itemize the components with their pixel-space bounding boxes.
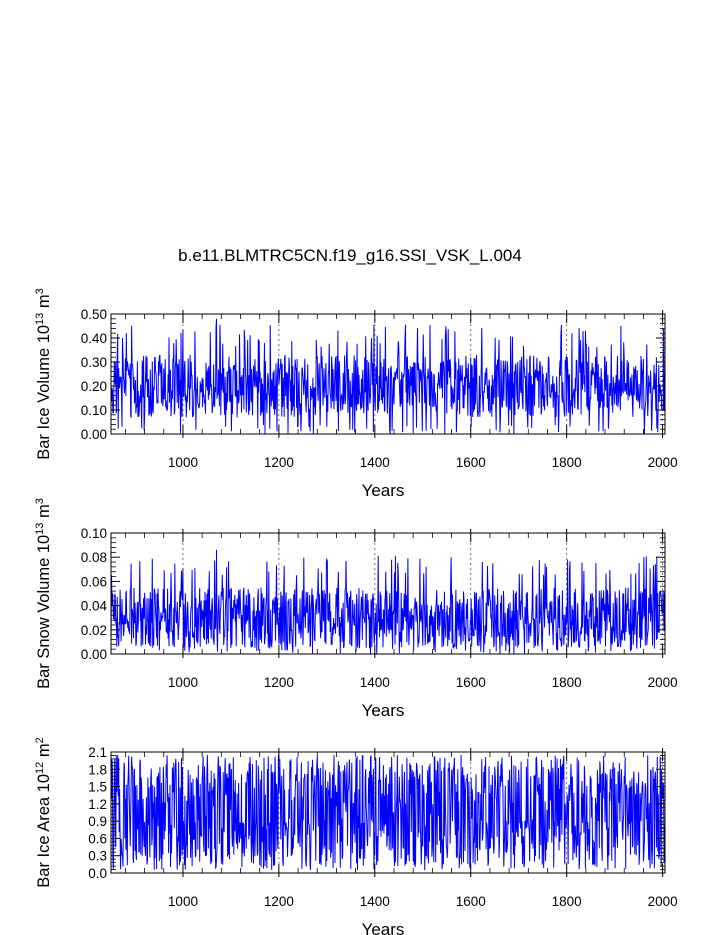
y-tick-label: 1.5 [88,780,107,795]
panel-2: 1000 1200 1400 1600 1800 2000 0.00 0.02 0.04 0.06… [34,498,678,720]
x-tick-label: 1800 [552,675,582,690]
panel-3: 1000 1200 1400 1600 1800 2000 0.0 0.3 0.6 0.9 1.2 1… [34,737,678,935]
x-tick-label: 1600 [456,675,486,690]
x-tick-label: 1800 [552,455,582,470]
x-tick-label: 1000 [168,455,198,470]
x-axis-label: Years [362,920,405,935]
x-tick-label: 1600 [456,894,486,909]
x-tick-label: 1200 [264,455,294,470]
y-tick-label: 0.10 [81,526,107,541]
y-tick-label: 0.50 [81,307,107,322]
x-tick-label: 1800 [552,894,582,909]
y-axis-label: Bar Ice Volume 1013 m3 [34,288,53,460]
series-line [110,754,666,871]
y-tick-label: 1.2 [88,797,107,812]
y-tick-label: 0.10 [81,403,107,418]
y-tick-label: 0.06 [81,574,107,589]
x-tick-label: 1400 [360,675,390,690]
y-tick-label: 0.0 [88,866,107,881]
series-line [110,318,666,435]
y-tick-label: 0.30 [81,355,107,370]
x-axis-label: Years [362,701,405,720]
x-tick-label: 1600 [456,455,486,470]
x-tick-label: 2000 [648,894,678,909]
y-tick-label: 0.04 [81,599,108,614]
plot-frame [110,532,666,655]
y-axis-label: Bar Snow Volume 1013 m3 [34,498,53,689]
y-tick-label: 0.40 [81,331,107,346]
x-tick-label: 2000 [648,675,678,690]
x-tick-label: 1000 [168,894,198,909]
x-axis-label: Years [362,481,405,500]
panel-1: 1000 1200 1400 1600 1800 2000 0.00 0.10 0.20 0.30… [34,288,678,500]
x-tick-label: 1400 [360,894,390,909]
chart-title: b.e11.BLMTRC5CN.f19_g16.SSI_VSK_L.004 [178,246,522,265]
y-tick-label: 0.20 [81,379,107,394]
y-tick-label: 0.08 [81,550,107,565]
x-tick-label: 2000 [648,455,678,470]
y-axis-label: Bar Ice Area 1012 m2 [34,737,53,887]
plot-frame [110,313,666,435]
chart-panels: 1000 1200 1400 1600 1800 20000.000.100.200.30… [34,288,678,935]
series-line [110,549,666,655]
y-tick-label: 0.9 [88,814,107,829]
x-tick-label: 1000 [168,675,198,690]
y-tick-label: 0.00 [81,647,107,662]
y-tick-label: 2.1 [88,745,107,760]
y-tick-label: 0.6 [88,831,107,846]
plot-frame [110,751,666,874]
y-tick-label: 0.02 [81,623,107,638]
x-tick-label: 1400 [360,455,390,470]
x-tick-label: 1200 [264,675,294,690]
y-tick-label: 0.3 [88,849,107,864]
y-tick-label: 0.00 [81,427,107,442]
x-tick-label: 1200 [264,894,294,909]
y-tick-label: 1.8 [88,762,107,777]
